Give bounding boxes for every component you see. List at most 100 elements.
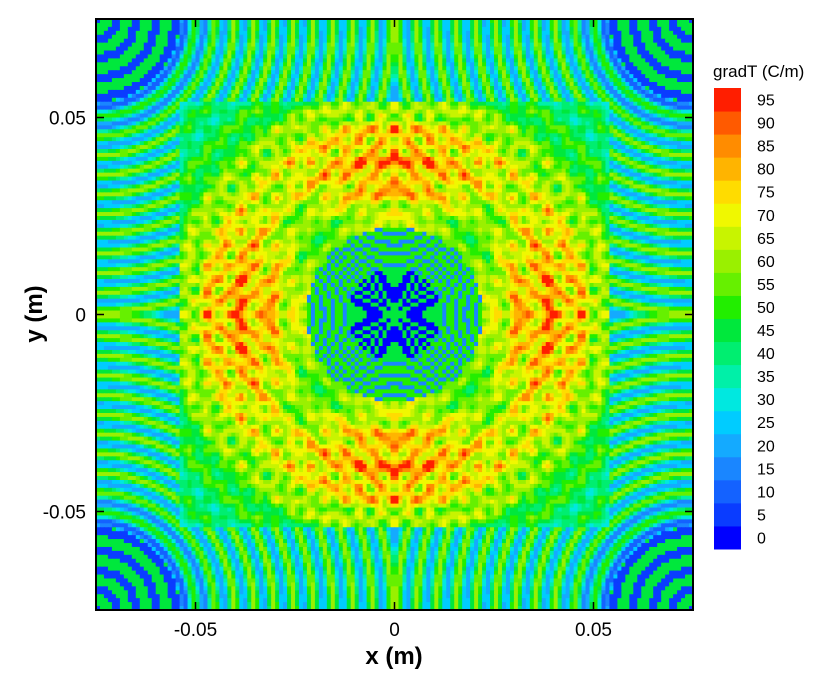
heatmap-cell [386,82,392,87]
heatmap-cell [689,38,693,44]
heatmap-cell [577,101,583,107]
heatmap-cell [255,74,260,79]
heatmap-cell [291,82,296,87]
heatmap-cell [521,19,527,24]
heatmap-cell [195,34,201,40]
heatmap-cell [155,70,161,75]
heatmap-cell [482,70,487,75]
heatmap-cell [279,50,284,56]
heatmap-cell [601,58,607,63]
heatmap-cell [605,129,611,134]
heatmap-cell [187,85,193,91]
heatmap-cell [402,46,408,52]
heatmap-cell [565,46,571,52]
heatmap-cell [621,105,626,111]
heatmap-cell [450,125,455,130]
heatmap-cell [438,54,443,59]
heatmap-cell [490,133,495,138]
heatmap-cell [243,141,248,146]
heatmap-cell [486,42,491,48]
heatmap-cell [525,19,531,24]
heatmap-cell [287,101,292,107]
heatmap-cell [633,82,638,87]
heatmap-cell [605,38,611,44]
heatmap-cell [593,38,599,44]
heatmap-cell [143,19,149,24]
heatmap-cell [283,145,288,150]
heatmap-cell [287,121,292,126]
heatmap-cell [533,85,539,91]
heatmap-cell [673,145,678,150]
heatmap-cell [199,133,205,138]
heatmap-cell [505,42,511,48]
heatmap-cell [537,125,543,130]
heatmap-cell [625,70,630,75]
heatmap-cell [350,66,356,71]
heatmap-cell [370,66,376,71]
heatmap-cell [557,82,563,87]
heatmap-cell [430,38,435,44]
heatmap-cell [490,105,495,111]
heatmap-cell [589,34,595,40]
heatmap-cell [171,113,177,119]
heatmap-cell [342,54,348,59]
heatmap-cell [677,129,682,134]
heatmap-cell [565,125,571,130]
heatmap-cell [382,133,388,138]
heatmap-cell [541,22,547,28]
heatmap-cell [458,74,463,79]
heatmap-cell [127,85,133,91]
heatmap-cell [342,93,348,99]
heatmap-cell [613,66,618,71]
heatmap-cell [486,85,491,91]
heatmap-cell [637,85,642,91]
heatmap-cell [354,70,360,75]
heatmap-cell [569,125,575,130]
heatmap-cell [513,121,519,126]
heatmap-cell [462,117,467,123]
heatmap-cell [426,70,431,75]
heatmap-cell [394,70,400,75]
heatmap-cell [259,137,264,142]
heatmap-cell [239,46,244,52]
heatmap-cell [509,121,515,126]
heatmap-cell [661,89,666,95]
heatmap-cell [155,54,161,59]
heatmap-cell [187,141,193,146]
heatmap-cell [99,93,105,99]
heatmap-cell [263,58,268,63]
heatmap-cell [191,117,197,123]
heatmap-cell [617,62,622,67]
heatmap-cell [215,133,220,138]
heatmap-cell [199,121,205,126]
heatmap-cell [187,113,193,119]
heatmap-cell [573,62,579,67]
heatmap-cell [279,105,284,111]
heatmap-cell [677,30,682,36]
heatmap-cell [374,141,380,146]
heatmap-cell [525,82,531,87]
heatmap-cell [96,105,101,111]
heatmap-cell [131,137,137,142]
heatmap-cell [283,50,288,56]
heatmap-cell [366,129,372,134]
heatmap-cell [434,105,439,111]
heatmap-cell [501,97,507,103]
heatmap-cell [430,105,435,111]
heatmap-cell [689,93,693,99]
heatmap-cell [342,38,348,44]
heatmap-cell [151,145,157,150]
heatmap-cell [171,85,177,91]
heatmap-cell [529,121,535,126]
heatmap-cell [183,137,189,142]
heatmap-cell [486,141,491,146]
heatmap-cell [633,58,638,63]
heatmap-cell [207,62,213,67]
heatmap-cell [255,89,260,95]
heatmap-cell [155,38,161,44]
heatmap-cell [478,82,483,87]
heatmap-cell [139,97,145,103]
heatmap-cell [131,121,137,126]
heatmap-cell [139,105,145,111]
heatmap-cell [605,66,611,71]
